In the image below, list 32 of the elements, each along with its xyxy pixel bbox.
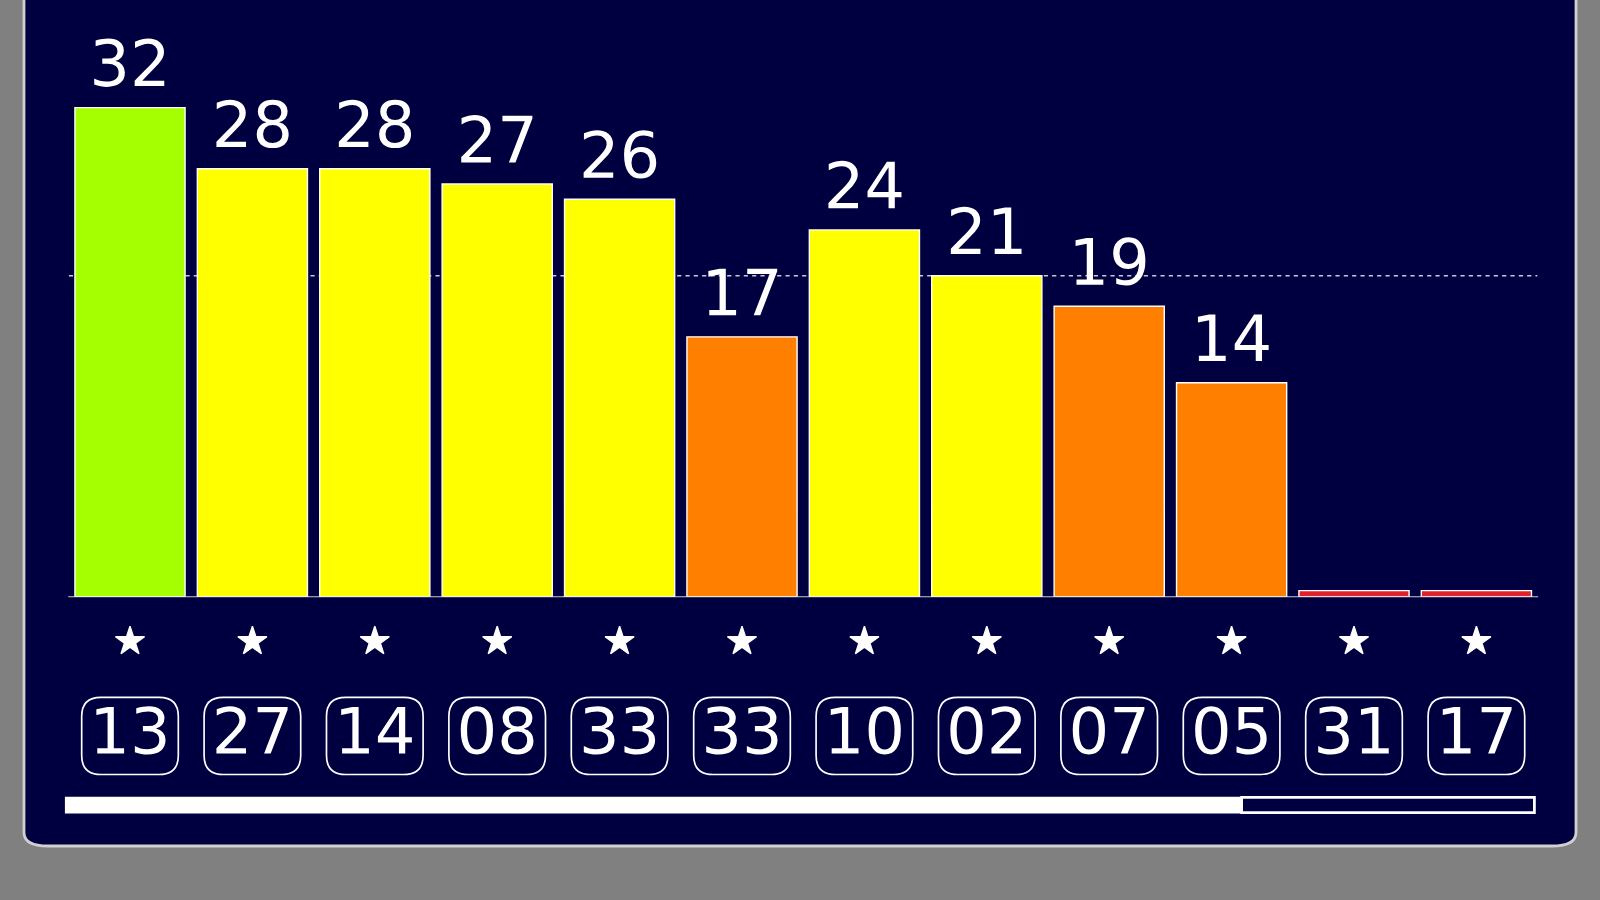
x-tick-label: 07 <box>1072 706 1145 755</box>
bar <box>74 106 186 597</box>
x-tick-label: 10 <box>830 706 901 755</box>
bar <box>931 275 1043 597</box>
data-label: 27 <box>461 114 533 163</box>
bar <box>196 168 309 597</box>
bar <box>1175 382 1288 597</box>
data-label: 24 <box>828 160 902 209</box>
bar <box>808 229 921 597</box>
x-tick-label: 33 <box>706 706 778 755</box>
bar <box>1053 305 1165 597</box>
x-tick-label: 33 <box>583 706 656 755</box>
data-label: 32 <box>94 38 165 87</box>
bar <box>686 336 798 597</box>
x-tick-label: 27 <box>216 706 288 754</box>
x-tick-label: 05 <box>1195 706 1267 755</box>
bar <box>441 183 553 597</box>
bar <box>319 168 431 597</box>
data-label: 21 <box>950 206 1022 255</box>
data-label: 19 <box>1075 237 1146 286</box>
x-tick-label: 08 <box>460 706 534 755</box>
data-label: 28 <box>216 99 289 149</box>
data-label: 14 <box>1197 314 1269 362</box>
bar <box>563 198 676 597</box>
data-label: 26 <box>583 130 657 179</box>
x-tick-label: 31 <box>1318 706 1389 755</box>
data-label: 17 <box>708 268 778 316</box>
x-tick-label: 14 <box>341 707 412 754</box>
data-label: 28 <box>338 99 412 149</box>
x-tick-label: 13 <box>96 706 166 755</box>
x-tick-label: 02 <box>950 706 1022 755</box>
x-tick-label: 17 <box>1442 707 1512 754</box>
